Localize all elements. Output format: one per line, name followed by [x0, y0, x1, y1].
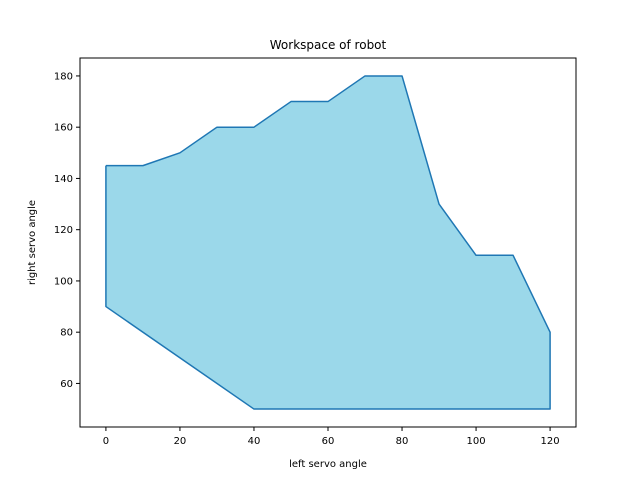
x-tick-label: 100: [467, 436, 486, 447]
workspace-outline: [105, 75, 551, 410]
x-tick-label: 60: [322, 436, 335, 447]
plot-area: [105, 75, 551, 410]
y-tick-label: 160: [54, 123, 73, 134]
y-tick-label: 180: [54, 71, 73, 82]
x-axis-ticks: 0 20 40 60 80 100 120: [103, 427, 560, 447]
x-axis-label: left servo angle: [289, 459, 367, 470]
x-tick-label: 0: [103, 436, 109, 447]
y-axis-ticks: 60 80 100 120 140 160 180: [54, 71, 80, 390]
y-axis-label: right servo angle: [27, 200, 38, 285]
workspace-fill: [105, 75, 551, 410]
x-tick-label: 120: [541, 436, 560, 447]
y-tick-label: 100: [54, 276, 73, 287]
y-tick-label: 80: [60, 328, 73, 339]
chart-title: Workspace of robot: [270, 38, 387, 52]
axes-frame: [79, 57, 577, 428]
y-tick-label: 60: [60, 379, 73, 390]
x-tick-label: 20: [174, 436, 187, 447]
y-tick-label: 120: [54, 225, 73, 236]
x-tick-label: 40: [248, 436, 261, 447]
y-tick-label: 140: [54, 174, 73, 185]
x-tick-label: 80: [396, 436, 409, 447]
